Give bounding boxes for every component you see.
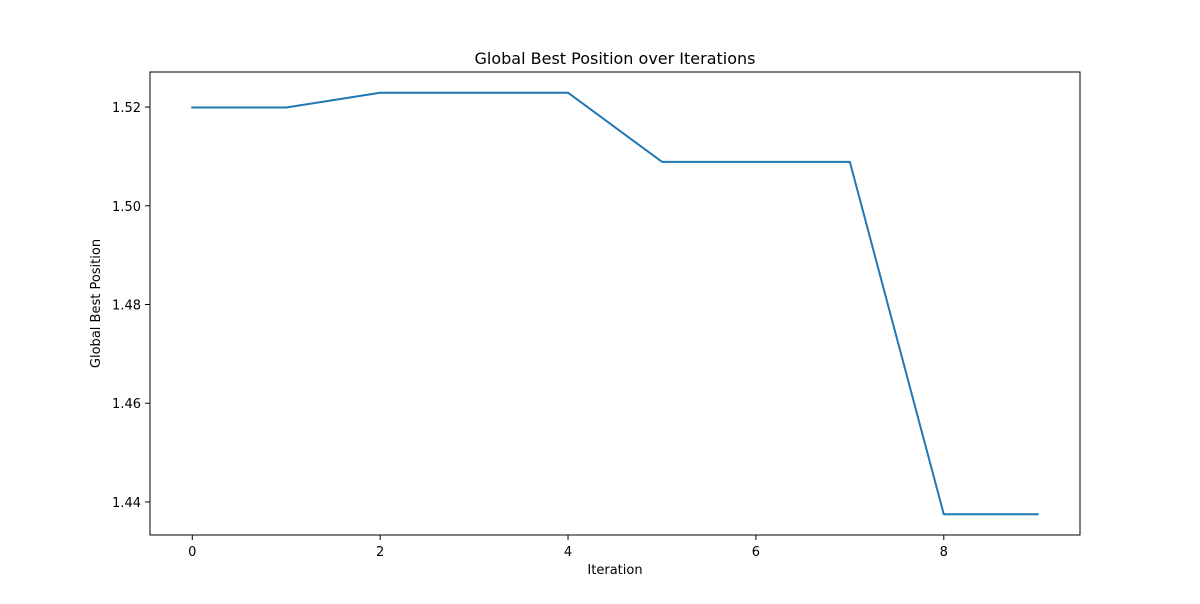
y-tick-label: 1.52: [112, 101, 141, 116]
x-tick-label: 4: [564, 545, 572, 560]
series-line: [191, 91, 1039, 516]
y-tick-label: 1.44: [112, 496, 141, 511]
x-axis-label: Iteration: [587, 563, 642, 578]
chart-title: Global Best Position over Iterations: [475, 49, 756, 68]
x-tick-label: 6: [752, 545, 760, 560]
plot-frame: [149, 71, 1081, 536]
y-axis-label: Global Best Position: [89, 239, 104, 368]
y-tick-label: 1.48: [112, 298, 141, 313]
y-tick-label: 1.46: [112, 397, 141, 412]
x-tick-label: 0: [188, 545, 196, 560]
y-tick-label: 1.50: [112, 200, 141, 215]
series-layer: [191, 91, 1039, 516]
x-tick-label: 2: [376, 545, 384, 560]
x-tick-label: 8: [940, 545, 948, 560]
y-axis: 1.44 1.46 1.48 1.50 1.52: [112, 101, 150, 511]
x-axis: 0 2 4 6 8: [188, 535, 948, 560]
